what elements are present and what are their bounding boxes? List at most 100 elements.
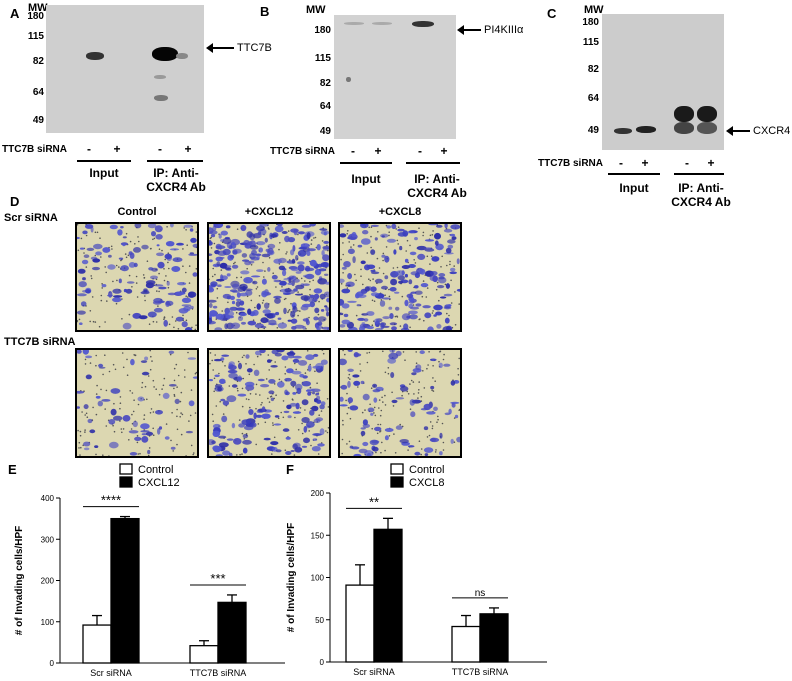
input-underline	[608, 173, 660, 175]
ip-label: IP: Anti- CXCR4 Ab	[400, 172, 474, 200]
sirna-label: TTC7B siRNA	[270, 146, 336, 157]
y-tick-label: 100	[41, 618, 55, 627]
sirna-label: TTC7B siRNA	[2, 144, 68, 155]
panel-letter: B	[260, 4, 270, 19]
mw-tick: 82	[32, 56, 44, 67]
bar-chart-e: 0 100 200 300 400 # of Invading cells/HPF Scr …	[14, 463, 285, 678]
legend-label: Control	[138, 464, 173, 476]
ip-label-line1: IP: Anti-	[153, 166, 199, 180]
mw-header: MW	[306, 4, 326, 16]
ip-underline	[674, 173, 724, 175]
western-blot-b	[334, 15, 456, 139]
mw-tick: 49	[587, 125, 599, 136]
mw-tick: 180	[582, 17, 599, 28]
cell-image	[77, 224, 197, 330]
lane-sign: +	[374, 144, 382, 158]
lane-sign: +	[184, 142, 192, 156]
cell-image	[340, 350, 460, 456]
col-title-cxcl8: +CXCL8	[378, 206, 422, 218]
micrograph-scr-control	[75, 222, 199, 332]
bar-control	[451, 625, 481, 663]
target-label-pi4kiiia: PI4KIIIα	[457, 24, 523, 36]
micrograph-scr-cxcl8	[338, 222, 462, 332]
ip-label-line1: IP: Anti-	[678, 181, 724, 195]
ip-label: IP: Anti- CXCR4 Ab	[140, 166, 212, 194]
mw-tick: 49	[319, 126, 331, 137]
mw-tick: 180	[314, 25, 331, 36]
lane-sign: +	[641, 156, 649, 170]
bar-chart-f: 0 50 100 150 200 # of Invading cells/HPF Scr s…	[286, 463, 547, 677]
category-label: TTC7B siRNA	[190, 668, 247, 678]
y-tick-label: 0	[320, 658, 325, 667]
legend-swatch	[119, 476, 133, 488]
y-tick-label: 150	[311, 531, 325, 540]
ip-label-line2: CXCR4 Ab	[146, 180, 206, 194]
micrograph-ttc7b-cxcl12	[207, 348, 331, 458]
category-label: TTC7B siRNA	[452, 667, 509, 677]
significance-label: ***	[210, 571, 225, 586]
mw-tick: 82	[319, 78, 331, 89]
input-underline	[340, 162, 392, 164]
significance-label: **	[369, 494, 379, 509]
legend-swatch	[390, 463, 404, 475]
panel-letter: A	[10, 6, 20, 21]
y-tick-label: 300	[41, 535, 55, 544]
mw-tick: 64	[587, 93, 599, 104]
category-label: Scr siRNA	[90, 668, 132, 678]
input-label: Input	[351, 172, 381, 186]
mw-tick: 64	[319, 101, 331, 112]
input-underline	[77, 160, 131, 162]
row-label-ttc7b: TTC7B siRNA	[4, 336, 76, 348]
sirna-label: TTC7B siRNA	[538, 158, 604, 169]
western-blot-c	[602, 14, 724, 150]
micrograph-scr-cxcl12	[207, 222, 331, 332]
category-label: Scr siRNA	[353, 667, 395, 677]
bar-cxcl12	[110, 517, 140, 664]
legend-label: Control	[409, 464, 444, 476]
legend-label: CXCL8	[409, 477, 444, 489]
lane-sign: -	[685, 156, 689, 170]
lane-sign: +	[113, 142, 121, 156]
lane-sign: -	[619, 156, 623, 170]
ip-label: IP: Anti- CXCR4 Ab	[664, 181, 738, 209]
mw-tick: 64	[32, 87, 44, 98]
legend-swatch	[119, 463, 133, 475]
legend-label: CXCL12	[138, 477, 180, 489]
ip-label-line2: CXCR4 Ab	[671, 195, 731, 209]
bar-control	[189, 645, 219, 664]
micrograph-ttc7b-cxcl8	[338, 348, 462, 458]
significance-label: ns	[475, 588, 486, 599]
mw-tick: 115	[582, 37, 599, 48]
mw-tick: 180	[27, 11, 44, 22]
mw-header: MW	[28, 2, 48, 14]
bar-cxcl8	[479, 613, 509, 663]
lane-sign: -	[87, 142, 91, 156]
lane-sign: -	[351, 144, 355, 158]
cell-image	[209, 350, 329, 456]
cell-image	[209, 224, 329, 330]
mw-tick: 49	[32, 115, 44, 126]
row-label-scr: Scr siRNA	[4, 212, 58, 224]
col-title-cxcl12: +CXCL12	[244, 206, 294, 218]
lane-sign: -	[418, 144, 422, 158]
western-blot-a	[46, 5, 204, 133]
y-tick-label: 200	[41, 577, 55, 586]
bar-control	[82, 624, 112, 664]
input-label: Input	[89, 166, 119, 180]
input-label: Input	[619, 181, 649, 195]
col-title-control: Control	[117, 206, 157, 218]
y-tick-label: 200	[311, 489, 325, 498]
micrograph-ttc7b-control	[75, 348, 199, 458]
ip-underline	[147, 160, 203, 162]
panel-letter: D	[10, 194, 20, 209]
y-tick-label: 50	[315, 616, 324, 625]
ip-label-line2: CXCR4 Ab	[407, 186, 467, 200]
mw-header: MW	[584, 4, 604, 16]
mw-tick: 115	[314, 53, 331, 64]
lane-sign: +	[440, 144, 448, 158]
panel-letter: C	[547, 6, 557, 21]
bar-cxcl8	[373, 528, 403, 663]
significance-label: ****	[101, 493, 121, 508]
target-label-ttc7b: TTC7B	[206, 42, 272, 54]
bar-cxcl12	[217, 601, 247, 664]
